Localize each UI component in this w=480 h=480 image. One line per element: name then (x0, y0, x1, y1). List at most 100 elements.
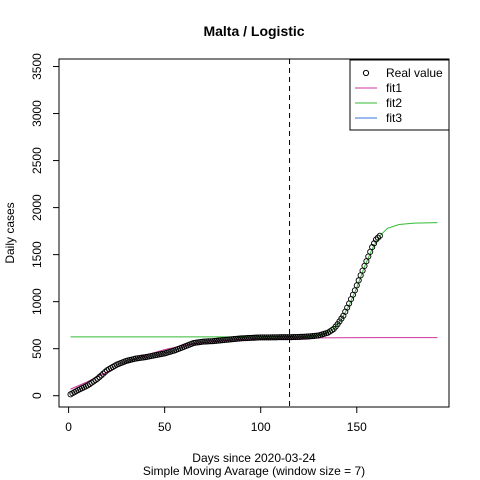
y-tick-label: 500 (30, 338, 44, 358)
real-value-point (251, 334, 259, 341)
real-value-point (219, 337, 226, 344)
chart-subtitle: Simple Moving Avarage (window size = 7) (143, 464, 365, 478)
real-value-point (225, 336, 232, 343)
plot-area (58, 58, 450, 408)
real-value-point (303, 333, 310, 340)
real-value-point (313, 332, 320, 339)
legend-label-fit3: fit3 (386, 111, 402, 125)
y-tick-label: 1500 (30, 241, 44, 268)
real-value-point (230, 336, 237, 343)
real-value-point (282, 334, 289, 341)
real-value-point (292, 333, 299, 341)
legend-real-value-marker (362, 69, 370, 77)
real-value-point (355, 277, 362, 284)
real-value-point (288, 334, 295, 341)
y-tick-label: 0 (30, 392, 44, 399)
real-value-point (98, 372, 105, 379)
real-value-point (257, 334, 264, 341)
real-value-point (255, 334, 262, 341)
y-tick-label: 3500 (30, 53, 44, 80)
plot-frame (58, 58, 450, 408)
real-value-point (278, 334, 285, 341)
real-value-point (273, 334, 280, 341)
real-value-point (226, 336, 234, 343)
real-value-point (311, 332, 318, 339)
real-value-point (205, 338, 212, 345)
x-tick-label: 50 (158, 420, 172, 434)
legend: Real value fit1 fit2 fit3 (349, 59, 450, 131)
real-value-point (267, 334, 274, 341)
real-value-point (290, 334, 297, 341)
real-value-point (299, 333, 307, 340)
y-axis-label: Daily cases (3, 202, 17, 263)
real-value-point (217, 337, 224, 344)
legend-label-fit2: fit2 (386, 96, 402, 110)
real-value-point (240, 335, 247, 342)
real-value-point (296, 333, 303, 340)
series-line-fit2 (70, 222, 438, 338)
y-tick-label: 2000 (30, 194, 44, 221)
real-value-point (284, 334, 291, 341)
real-value-point (221, 336, 228, 344)
real-value-point (294, 333, 301, 341)
real-value-point (351, 287, 358, 294)
real-value-point (298, 333, 305, 340)
y-axis: 0 500 1000 1500 2000 2500 3000 3500 (30, 53, 59, 399)
real-value-point (305, 333, 312, 340)
legend-label-real-value: Real value (386, 66, 443, 80)
real-value-point (301, 333, 308, 340)
x-axis: 0 50 100 150 (65, 407, 367, 434)
x-tick-label: 0 (65, 420, 72, 434)
real-value-point (223, 336, 230, 343)
chart-title: Malta / Logistic (203, 23, 304, 39)
real-value-point (100, 370, 107, 377)
real-value-point (374, 234, 381, 241)
real-value-point (248, 334, 255, 341)
real-value-point (200, 338, 207, 345)
real-value-point (207, 338, 214, 345)
y-tick-label: 2500 (30, 147, 44, 174)
real-value-point (263, 334, 270, 341)
real-value-point (369, 244, 376, 251)
real-value-point (274, 334, 282, 341)
real-value-point (376, 232, 383, 239)
y-tick-label: 3000 (30, 100, 44, 127)
legend-label-fit1: fit1 (386, 81, 402, 95)
real-value-point (203, 338, 210, 345)
real-value-point (309, 333, 316, 340)
x-axis-label: Days since 2020-03-24 (192, 451, 316, 465)
x-tick-label: 150 (347, 420, 367, 434)
real-value-point (211, 337, 218, 345)
real-value-point (372, 236, 380, 243)
real-value-point (238, 335, 245, 342)
real-value-point (353, 282, 360, 289)
real-value-points (67, 232, 383, 398)
real-value-point (209, 338, 216, 345)
real-value-point (246, 334, 253, 342)
real-value-point (259, 334, 266, 341)
real-value-point (253, 334, 260, 341)
real-value-point (244, 335, 251, 342)
real-value-point (228, 336, 235, 343)
real-value-point (276, 334, 283, 341)
real-value-point (265, 334, 272, 341)
real-value-point (280, 334, 287, 341)
x-tick-label: 100 (251, 420, 271, 434)
real-value-point (261, 334, 268, 341)
real-value-point (215, 337, 222, 344)
real-value-point (94, 375, 101, 382)
real-value-point (234, 335, 241, 342)
real-value-point (242, 335, 249, 342)
real-value-point (249, 334, 257, 341)
real-value-point (271, 334, 278, 341)
real-value-point (232, 335, 239, 342)
real-value-point (307, 333, 314, 340)
y-tick-label: 1000 (30, 288, 44, 315)
real-value-point (236, 335, 243, 342)
real-value-point (201, 338, 209, 345)
real-value-point (286, 334, 293, 341)
real-value-point (96, 374, 103, 381)
real-value-point (269, 334, 276, 341)
real-value-point (213, 337, 220, 344)
